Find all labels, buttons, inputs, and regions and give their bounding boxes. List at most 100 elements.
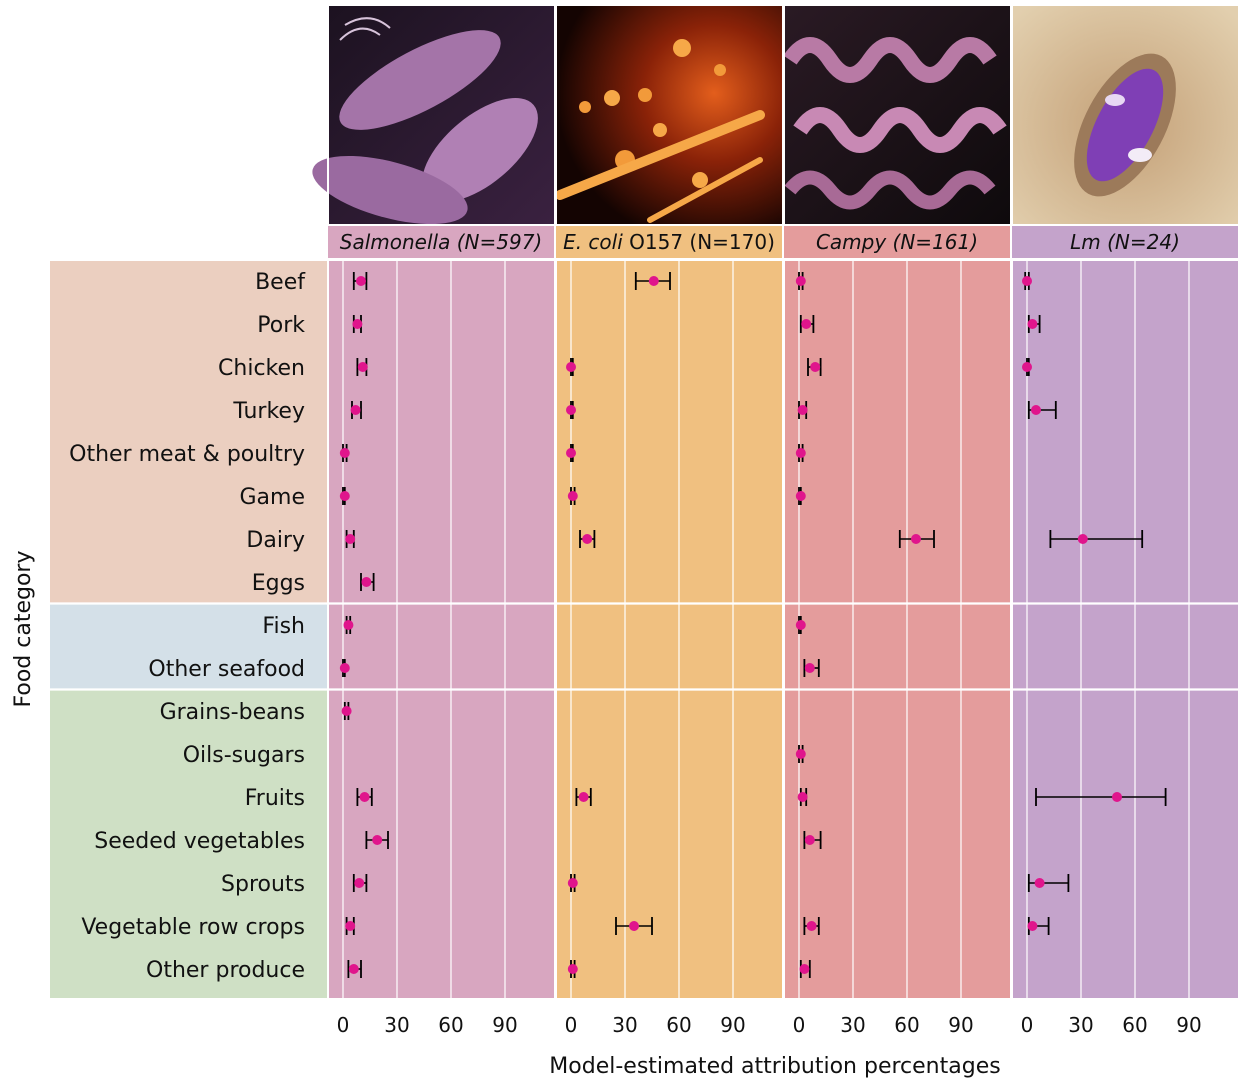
y-axis-title: Food category: [11, 551, 36, 708]
x-tick-label: 60: [438, 1013, 463, 1037]
panel-title-count: (N=161): [886, 230, 978, 254]
point-salmonella-game: [339, 491, 350, 501]
point-ecoli-chicken: [566, 362, 576, 372]
category-label-vegetable-row-crops: Vegetable row crops: [81, 915, 305, 940]
category-label-pork: Pork: [257, 313, 305, 338]
panel-background-listeria: [1012, 260, 1238, 998]
point-campy-pork: [801, 319, 812, 329]
point-salmonella-beef: [356, 276, 366, 286]
point-salmonella-fruits: [359, 792, 370, 802]
point-ecoli-turkey: [566, 405, 576, 415]
x-tick-label: 90: [1176, 1013, 1201, 1037]
point-salmonella-other-meat-and-poultry: [339, 448, 350, 458]
panel-header-ecoli: [556, 226, 782, 258]
point-listeria-beef: [1022, 276, 1032, 286]
point-campy-other-seafood: [804, 663, 815, 673]
salmonella-micrograph: [312, 6, 554, 225]
point-salmonella-other-seafood: [339, 663, 350, 673]
point-listeria-sprouts: [1034, 878, 1045, 888]
point-listeria-pork: [1027, 319, 1038, 329]
category-label-seeded-vegetables: Seeded vegetables: [94, 829, 305, 854]
x-axis-title: Model-estimated attribution percentages: [549, 1054, 1000, 1079]
point-salmonella-pork: [352, 319, 363, 329]
panel-title-campy: Campy (N=161): [816, 230, 978, 254]
panel-title-organism: Campy: [816, 230, 887, 254]
panel-title-ecoli: E. coli O157 (N=170): [563, 230, 775, 254]
point-salmonella-dairy: [345, 534, 356, 544]
category-label-other-produce: Other produce: [146, 958, 305, 983]
x-tick-label: 30: [840, 1013, 865, 1037]
point-ecoli-dairy: [582, 534, 593, 544]
point-campy-turkey: [797, 405, 808, 415]
x-tick-label: 0: [1021, 1013, 1034, 1037]
x-tick-label: 0: [793, 1013, 806, 1037]
point-ecoli-sprouts: [567, 878, 578, 888]
point-ecoli-beef: [648, 276, 659, 286]
x-tick-label: 30: [384, 1013, 409, 1037]
point-ecoli-other-meat-and-poultry: [566, 448, 576, 458]
category-label-chicken: Chicken: [218, 356, 305, 381]
category-label-grains-beans: Grains-beans: [160, 700, 305, 725]
point-ecoli-other-produce: [567, 964, 578, 974]
point-salmonella-grains-beans: [341, 706, 352, 716]
point-ecoli-fruits: [578, 792, 589, 802]
category-label-turkey: Turkey: [232, 399, 305, 424]
listeria-micrograph: [1012, 6, 1238, 224]
panel-title-organism: Salmonella: [340, 230, 451, 254]
point-campy-beef: [795, 276, 806, 286]
x-tick-label: 30: [1068, 1013, 1093, 1037]
point-campy-vegetable-row-crops: [806, 921, 817, 931]
point-listeria-chicken: [1022, 362, 1032, 372]
panel-title-organism: Lm: [1070, 230, 1101, 254]
point-campy-fruits: [797, 792, 808, 802]
x-tick-label: 0: [337, 1013, 350, 1037]
point-campy-dairy: [911, 534, 921, 544]
point-listeria-vegetable-row-crops: [1027, 921, 1038, 931]
point-salmonella-vegetable-row-crops: [345, 921, 356, 931]
point-campy-game: [795, 491, 806, 501]
point-campy-seeded-vegetables: [804, 835, 815, 845]
x-tick-label: 90: [948, 1013, 973, 1037]
category-band-meat: [50, 260, 328, 604]
point-ecoli-vegetable-row-crops: [629, 921, 639, 931]
point-salmonella-other-produce: [348, 964, 359, 974]
point-campy-oils-sugars: [795, 749, 806, 759]
point-salmonella-eggs: [361, 577, 372, 587]
category-label-oils-sugars: Oils-sugars: [183, 743, 305, 768]
category-label-fish: Fish: [262, 614, 305, 639]
panel-title-organism: E. coli: [563, 230, 623, 254]
point-campy-other-meat-and-poultry: [795, 448, 806, 458]
panel-title-salmonella: Salmonella (N=597): [340, 230, 542, 254]
category-label-eggs: Eggs: [252, 571, 305, 596]
point-salmonella-fish: [343, 620, 354, 630]
point-salmonella-chicken: [357, 362, 368, 372]
x-tick-label: 90: [720, 1013, 745, 1037]
ecoli-micrograph: [555, 6, 782, 224]
x-tick-label: 60: [894, 1013, 919, 1037]
category-label-game: Game: [240, 485, 306, 510]
point-listeria-dairy: [1077, 534, 1088, 544]
x-tick-label: 60: [666, 1013, 691, 1037]
category-label-beef: Beef: [255, 270, 306, 295]
point-campy-other-produce: [799, 964, 810, 974]
x-tick-label: 60: [1122, 1013, 1147, 1037]
category-label-sprouts: Sprouts: [221, 872, 305, 897]
point-listeria-turkey: [1031, 405, 1041, 415]
panel-header-salmonella: [328, 226, 554, 258]
panel-title-count: (N=24): [1101, 230, 1180, 254]
category-label-other-meat-and-poultry: Other meat & poultry: [69, 442, 305, 467]
point-salmonella-turkey: [350, 405, 361, 415]
panel-header-listeria: [1012, 226, 1238, 258]
category-label-other-seafood: Other seafood: [148, 657, 305, 682]
panel-title-count: (N=597): [450, 230, 542, 254]
campylobacter-micrograph: [783, 6, 1010, 224]
panel-title-listeria: Lm (N=24): [1070, 230, 1180, 254]
panel-header-campy: [784, 226, 1010, 258]
point-ecoli-game: [567, 491, 578, 501]
point-campy-chicken: [810, 362, 821, 372]
panel-background-campy: [784, 260, 1010, 998]
category-band-produce: [50, 689, 328, 998]
x-tick-label: 90: [492, 1013, 517, 1037]
panel-title-count: O157 (N=170): [623, 230, 775, 254]
